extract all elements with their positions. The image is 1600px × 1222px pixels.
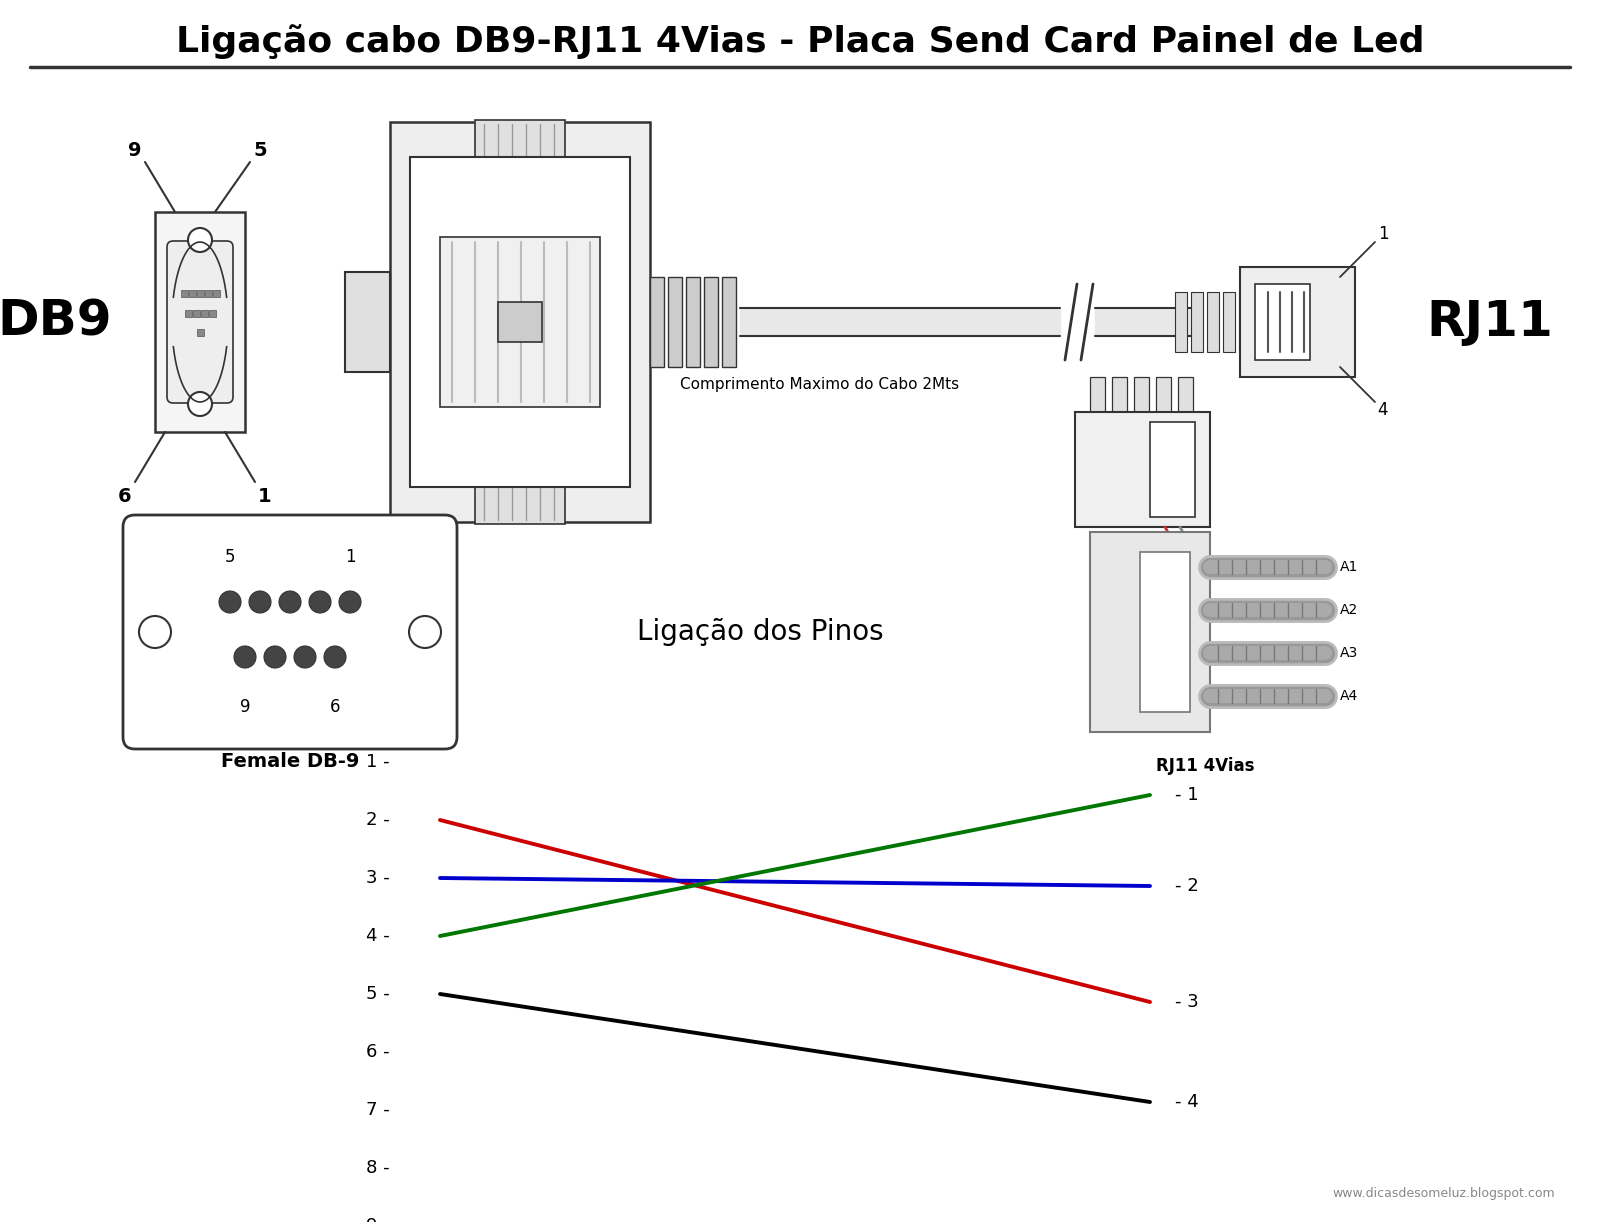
Text: - 1: - 1	[1174, 786, 1198, 804]
Text: DB9: DB9	[0, 298, 112, 346]
Bar	[197, 329, 205, 336]
Bar	[410, 156, 630, 488]
FancyBboxPatch shape	[166, 241, 234, 403]
Text: Ligação cabo DB9-RJ11 4Vias - Placa Send Card Painel de Led: Ligação cabo DB9-RJ11 4Vias - Placa Send…	[176, 24, 1424, 60]
Text: A2: A2	[1341, 602, 1358, 617]
Bar	[1178, 426, 1194, 467]
Text: 1 -: 1 -	[366, 753, 390, 771]
Text: 9: 9	[240, 698, 250, 716]
Text: 1: 1	[258, 488, 272, 506]
Bar	[210, 310, 216, 316]
Text: 6: 6	[330, 698, 341, 716]
Circle shape	[264, 646, 286, 668]
Circle shape	[250, 591, 270, 613]
Text: A4: A4	[1341, 689, 1358, 703]
Bar	[197, 290, 205, 297]
Bar	[390, 122, 650, 522]
Text: 2 -: 2 -	[366, 811, 390, 829]
Bar	[669, 277, 682, 367]
Bar	[1090, 426, 1106, 467]
Text: A3: A3	[1341, 646, 1358, 660]
Bar	[475, 120, 565, 164]
Circle shape	[309, 591, 331, 613]
Bar	[1190, 292, 1203, 352]
Text: 6 -: 6 -	[366, 1044, 390, 1061]
Circle shape	[139, 616, 171, 648]
Text: - 3: - 3	[1174, 993, 1198, 1011]
FancyBboxPatch shape	[123, 514, 458, 749]
Text: Ligação dos Pinos: Ligação dos Pinos	[637, 618, 883, 646]
Circle shape	[219, 591, 242, 613]
Circle shape	[410, 616, 442, 648]
Bar	[475, 480, 565, 524]
Text: - 2: - 2	[1174, 877, 1198, 895]
Bar	[1222, 292, 1235, 352]
Bar	[213, 290, 221, 297]
Bar	[1254, 284, 1310, 360]
Text: 1: 1	[1378, 225, 1389, 243]
Text: 4 -: 4 -	[366, 927, 390, 945]
Bar	[1155, 426, 1171, 467]
Bar	[205, 290, 211, 297]
Bar	[1112, 426, 1126, 467]
Text: www.dicasdesomeluz.blogspot.com: www.dicasdesomeluz.blogspot.com	[1333, 1187, 1555, 1200]
Text: Female DB-9: Female DB-9	[221, 752, 358, 771]
Text: 4: 4	[1378, 401, 1389, 419]
Bar	[440, 237, 600, 407]
Circle shape	[294, 646, 317, 668]
Text: 5: 5	[224, 547, 235, 566]
Bar	[194, 310, 200, 316]
Text: 6: 6	[118, 488, 131, 506]
Text: 1: 1	[344, 547, 355, 566]
Bar	[1090, 378, 1106, 417]
Text: - 4: - 4	[1174, 1092, 1198, 1111]
Bar	[722, 277, 736, 367]
Bar	[346, 273, 390, 371]
Bar	[1178, 378, 1194, 417]
Bar	[189, 290, 195, 297]
Circle shape	[189, 229, 211, 252]
Circle shape	[234, 646, 256, 668]
Bar	[1090, 532, 1210, 732]
Bar	[1206, 292, 1219, 352]
Bar	[1238, 292, 1251, 352]
Circle shape	[189, 392, 211, 415]
Bar	[186, 310, 192, 316]
Text: 9: 9	[128, 141, 142, 160]
Bar	[1150, 422, 1195, 517]
Text: RJ11: RJ11	[1427, 298, 1554, 346]
Circle shape	[323, 646, 346, 668]
Text: 7 -: 7 -	[366, 1101, 390, 1119]
Circle shape	[278, 591, 301, 613]
Bar	[686, 277, 701, 367]
Bar	[1240, 266, 1355, 378]
Bar	[704, 277, 718, 367]
Bar	[498, 302, 542, 342]
Text: 8 -: 8 -	[366, 1158, 390, 1177]
Text: RJ11 4Vias: RJ11 4Vias	[1155, 756, 1254, 775]
Bar	[1155, 378, 1171, 417]
Bar	[1134, 378, 1149, 417]
Circle shape	[339, 591, 362, 613]
Text: 3 -: 3 -	[366, 869, 390, 887]
Bar	[1174, 292, 1187, 352]
Text: 9 -: 9 -	[366, 1217, 390, 1222]
Text: Comprimento Maximo do Cabo 2Mts: Comprimento Maximo do Cabo 2Mts	[680, 378, 960, 392]
Bar	[650, 277, 664, 367]
Text: 5 -: 5 -	[366, 985, 390, 1003]
Bar	[1139, 552, 1190, 712]
Bar	[202, 310, 208, 316]
Bar	[1075, 412, 1210, 527]
Bar	[1112, 378, 1126, 417]
Bar	[155, 211, 245, 433]
Bar	[1134, 426, 1149, 467]
Text: A1: A1	[1341, 560, 1358, 574]
Text: 5: 5	[253, 141, 267, 160]
Bar	[181, 290, 189, 297]
